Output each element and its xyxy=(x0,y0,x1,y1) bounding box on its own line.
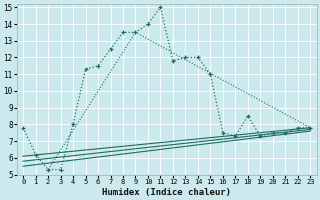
X-axis label: Humidex (Indice chaleur): Humidex (Indice chaleur) xyxy=(102,188,231,197)
